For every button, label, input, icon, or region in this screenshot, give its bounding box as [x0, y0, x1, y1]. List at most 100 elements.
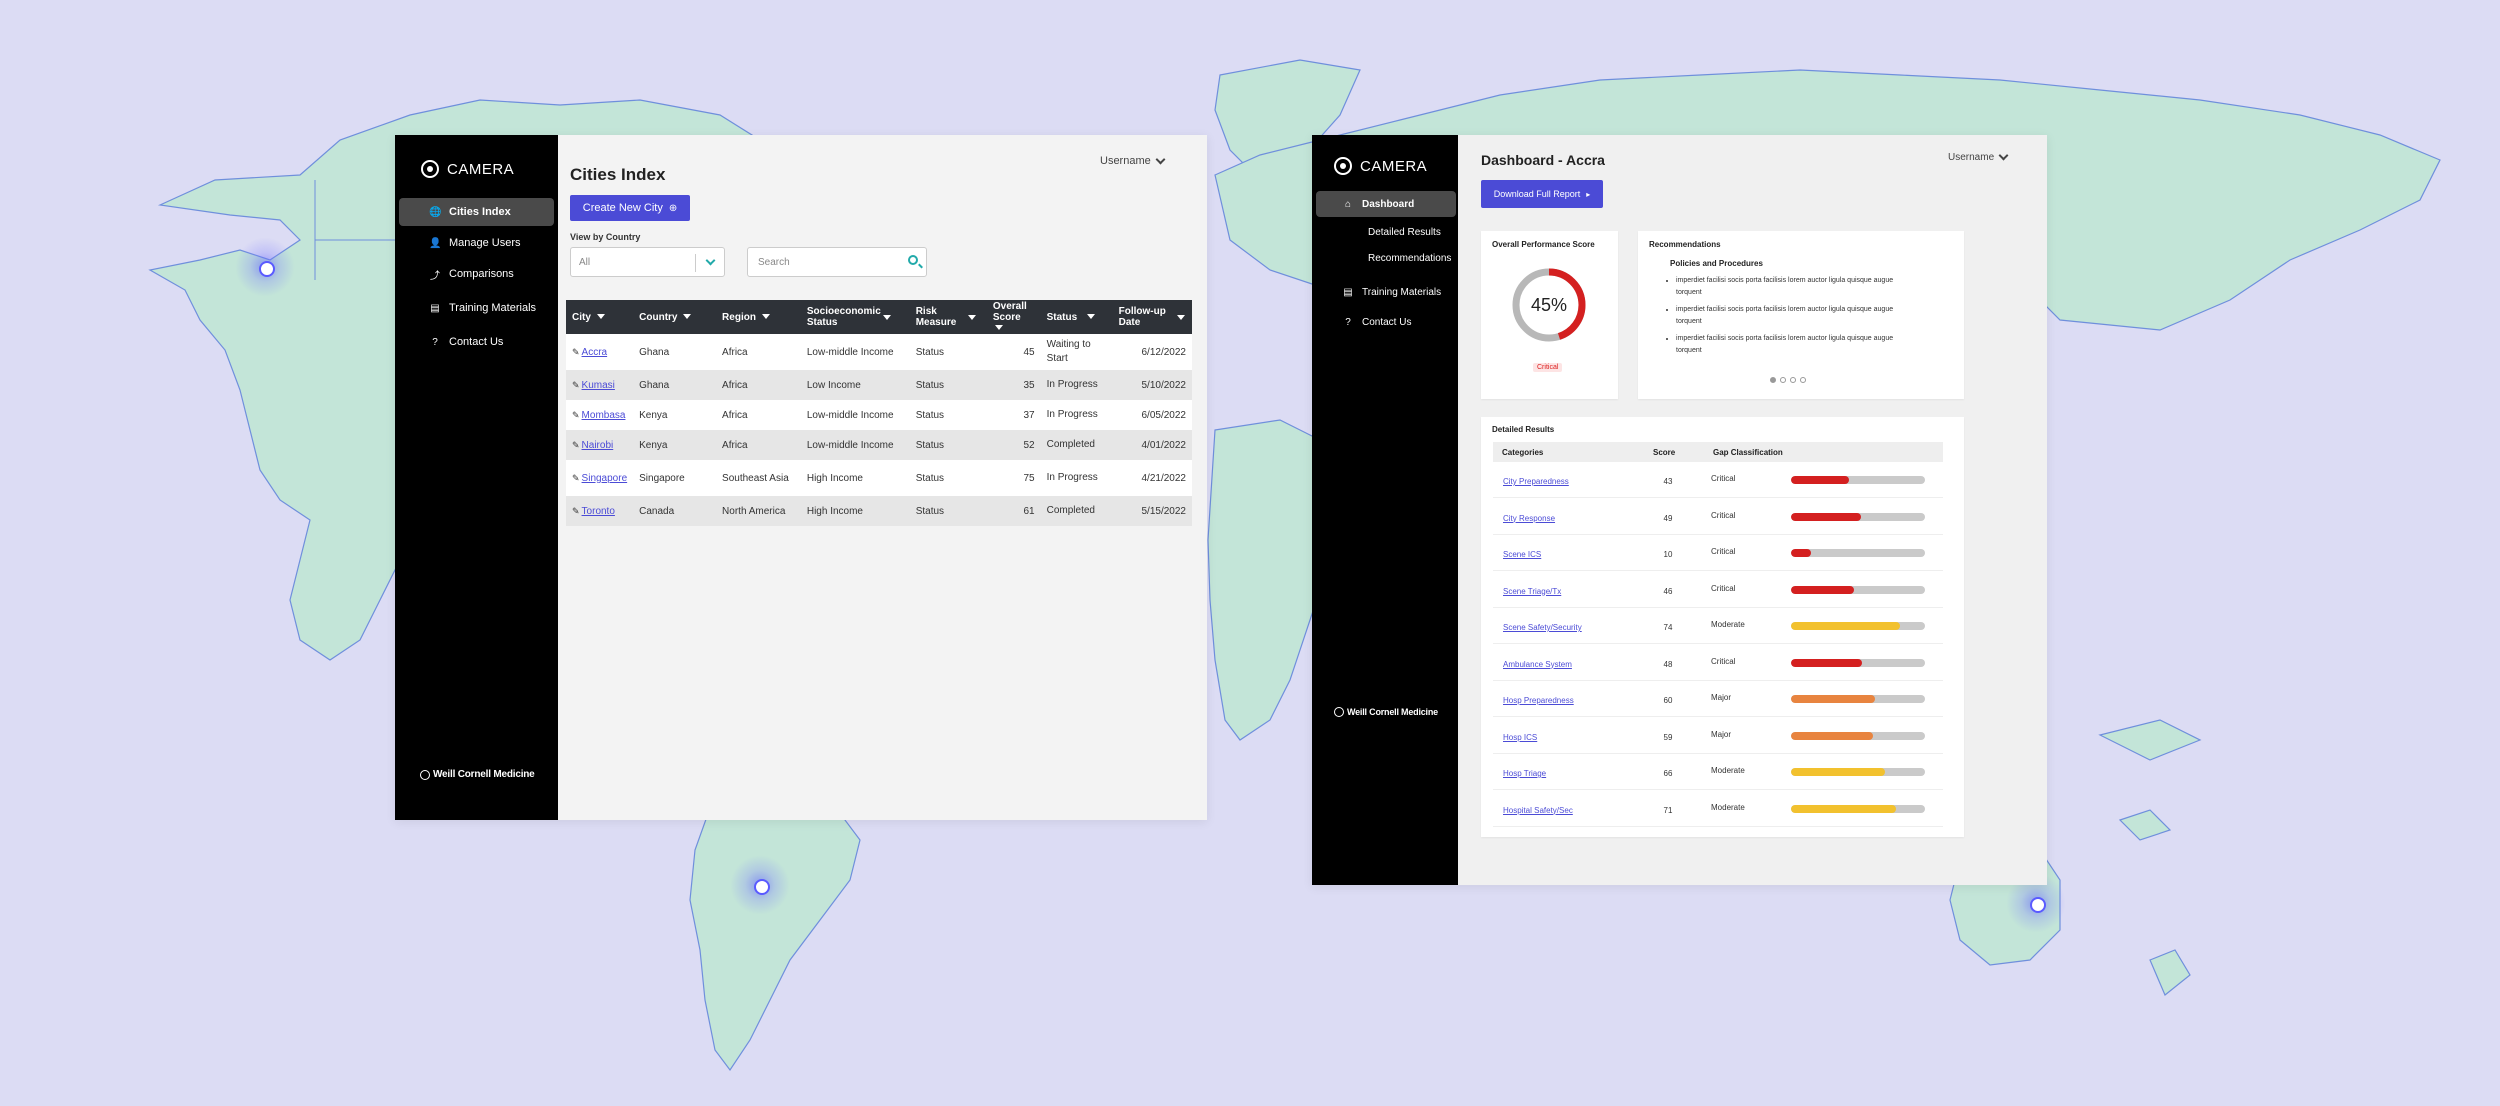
help-icon: ?	[432, 336, 438, 348]
cell-risk-measure-text: Status	[915, 472, 945, 484]
category-link[interactable]: Scene ICS	[1503, 550, 1542, 559]
status-badge: Critical	[1533, 363, 1563, 372]
country-filter-select[interactable]: All	[570, 247, 725, 277]
home-icon: ⌂	[1344, 198, 1352, 210]
sidebar-item-training-materials[interactable]: ▤ Training Materials	[1316, 279, 1456, 305]
create-new-city-button[interactable]: Create New City ⊕	[570, 195, 690, 221]
cell-overall-score: 35	[986, 370, 1041, 400]
category-link[interactable]: Hosp Triage	[1503, 769, 1547, 778]
table-row: Hosp ICS 59 Major	[1493, 718, 1943, 754]
carousel-dot[interactable]	[1780, 377, 1786, 383]
column-header-region[interactable]: Region	[716, 300, 801, 334]
column-header-city[interactable]: City	[566, 300, 634, 334]
sidebar-item-cities-index[interactable]: 🌐 Cities Index	[399, 198, 554, 226]
location-pin-alaska[interactable]	[235, 237, 295, 297]
edit-pencil-icon[interactable]: ✎	[572, 439, 580, 450]
city-link[interactable]: Toronto	[581, 505, 615, 517]
cell-status: In Progress	[1040, 400, 1113, 430]
category-link[interactable]: City Response	[1503, 513, 1556, 523]
edit-pencil-icon[interactable]: ✎	[572, 346, 580, 357]
sidebar-item-recommendations[interactable]: Recommendations	[1368, 252, 1452, 264]
card-title: Overall Performance Score	[1492, 240, 1595, 249]
sidebar-item-detailed-results[interactable]: Detailed Results	[1368, 226, 1441, 238]
document-icon: ▤	[1343, 286, 1353, 298]
edit-pencil-icon[interactable]: ✎	[572, 472, 580, 483]
camera-aperture-icon	[1334, 157, 1352, 175]
column-header-risk-measure[interactable]: Risk Measure	[909, 300, 987, 334]
gap-classification: Critical	[1711, 583, 1736, 593]
cell-follow-up-date: 4/21/2022	[1112, 460, 1192, 496]
brand-logo: CAMERA	[421, 160, 514, 178]
sidebar-nav: 🌐 Cities Index 👤 Manage Users ⤴ Comparis…	[399, 198, 554, 356]
city-link[interactable]: Singapore	[581, 472, 628, 484]
cell-country-text: Ghana	[639, 346, 670, 358]
score-progress-bar	[1791, 695, 1925, 703]
carousel-dot[interactable]	[1770, 377, 1776, 383]
cell-socioeconomic: Low-middle Income	[800, 334, 910, 370]
cell-overall-score: 52	[986, 430, 1041, 460]
cell-risk-measure-text: Status	[915, 409, 945, 421]
cell-follow-up-date: 6/05/2022	[1112, 400, 1192, 430]
edit-pencil-icon[interactable]: ✎	[572, 505, 580, 516]
cell-follow-up-date-text: 6/05/2022	[1141, 409, 1187, 421]
sidebar-item-comparisons[interactable]: ⤴ Comparisons	[399, 260, 554, 288]
column-header-overall-score[interactable]: Overall Score	[986, 300, 1041, 334]
cell-overall-score-text: 52	[1023, 439, 1035, 451]
search-input[interactable]: Search	[747, 247, 927, 277]
cell-overall-score-text: 37	[1023, 409, 1035, 421]
cell-country: Singapore	[633, 460, 717, 496]
islands-landmass	[2098, 719, 2202, 761]
score-progress-bar	[1791, 768, 1925, 776]
sidebar-item-contact-us[interactable]: ? Contact Us	[399, 328, 554, 356]
edit-pencil-icon[interactable]: ✎	[572, 379, 580, 390]
cell-overall-score-text: 75	[1023, 472, 1035, 484]
category-link[interactable]: Hospital Safety/Sec	[1503, 805, 1573, 815]
cell-status: Completed	[1040, 430, 1113, 460]
sort-caret-icon	[1176, 314, 1185, 320]
cell-region: Africa	[716, 430, 801, 460]
column-header-status[interactable]: Status	[1040, 300, 1113, 334]
sidebar-item-label: Training Materials	[449, 302, 537, 314]
column-header-country[interactable]: Country	[633, 300, 717, 334]
category-link[interactable]: Hosp Preparedness	[1503, 696, 1574, 705]
category-link[interactable]: Hosp ICS	[1503, 732, 1538, 742]
carousel-dot[interactable]	[1800, 377, 1806, 383]
user-menu[interactable]: Username	[1948, 150, 2009, 163]
table-row: City Preparedness 43 Critical	[1493, 462, 1943, 498]
cell-overall-score: 75	[986, 460, 1041, 496]
cell-region-text: Africa	[722, 346, 748, 358]
cell-city: ✎ Accra	[566, 334, 634, 370]
sidebar-item-dashboard[interactable]: ⌂ Dashboard	[1316, 191, 1456, 217]
wcm-ring-icon	[1334, 707, 1344, 717]
sidebar-item-training-materials[interactable]: ▤ Training Materials	[399, 294, 554, 322]
column-header-socioeconomic-status[interactable]: Socioeconomic Status	[800, 300, 910, 334]
score-progress-fill	[1791, 658, 1863, 667]
sidebar-item-contact-us[interactable]: ? Contact Us	[1316, 309, 1456, 335]
category-link[interactable]: Ambulance System	[1503, 659, 1572, 669]
score-progress-bar	[1791, 476, 1925, 484]
category-link[interactable]: Scene Safety/Security	[1503, 623, 1582, 632]
city-link[interactable]: Mombasa	[581, 409, 626, 421]
city-link[interactable]: Kumasi	[581, 379, 615, 391]
edit-pencil-icon[interactable]: ✎	[572, 409, 580, 420]
cell-risk-measure-text: Status	[915, 439, 945, 451]
city-link[interactable]: Nairobi	[581, 439, 614, 451]
camera-aperture-icon	[421, 160, 439, 178]
category-link[interactable]: Scene Triage/Tx	[1503, 586, 1562, 596]
document-icon: ▤	[430, 302, 440, 314]
sort-caret-icon	[967, 314, 976, 320]
cell-overall-score-text: 35	[1023, 379, 1035, 391]
category-link[interactable]: City Preparedness	[1503, 477, 1569, 486]
city-link[interactable]: Accra	[581, 346, 608, 358]
list-item: imperdiet facilisi socis porta facilisis…	[1676, 304, 1896, 328]
carousel-dot[interactable]	[1790, 377, 1796, 383]
sidebar-item-manage-users[interactable]: 👤 Manage Users	[399, 229, 554, 257]
cell-socioeconomic: Low-middle Income	[800, 430, 910, 460]
user-menu[interactable]: Username	[1100, 154, 1166, 167]
download-full-report-button[interactable]: Download Full Report ▸	[1481, 180, 1603, 208]
score-progress-bar	[1791, 731, 1925, 740]
column-header-follow-up-date[interactable]: Follow-up Date	[1112, 300, 1192, 334]
cell-country-text: Canada	[639, 505, 675, 517]
location-pin-south-america[interactable]	[730, 855, 790, 915]
score-progress-fill	[1791, 622, 1900, 630]
